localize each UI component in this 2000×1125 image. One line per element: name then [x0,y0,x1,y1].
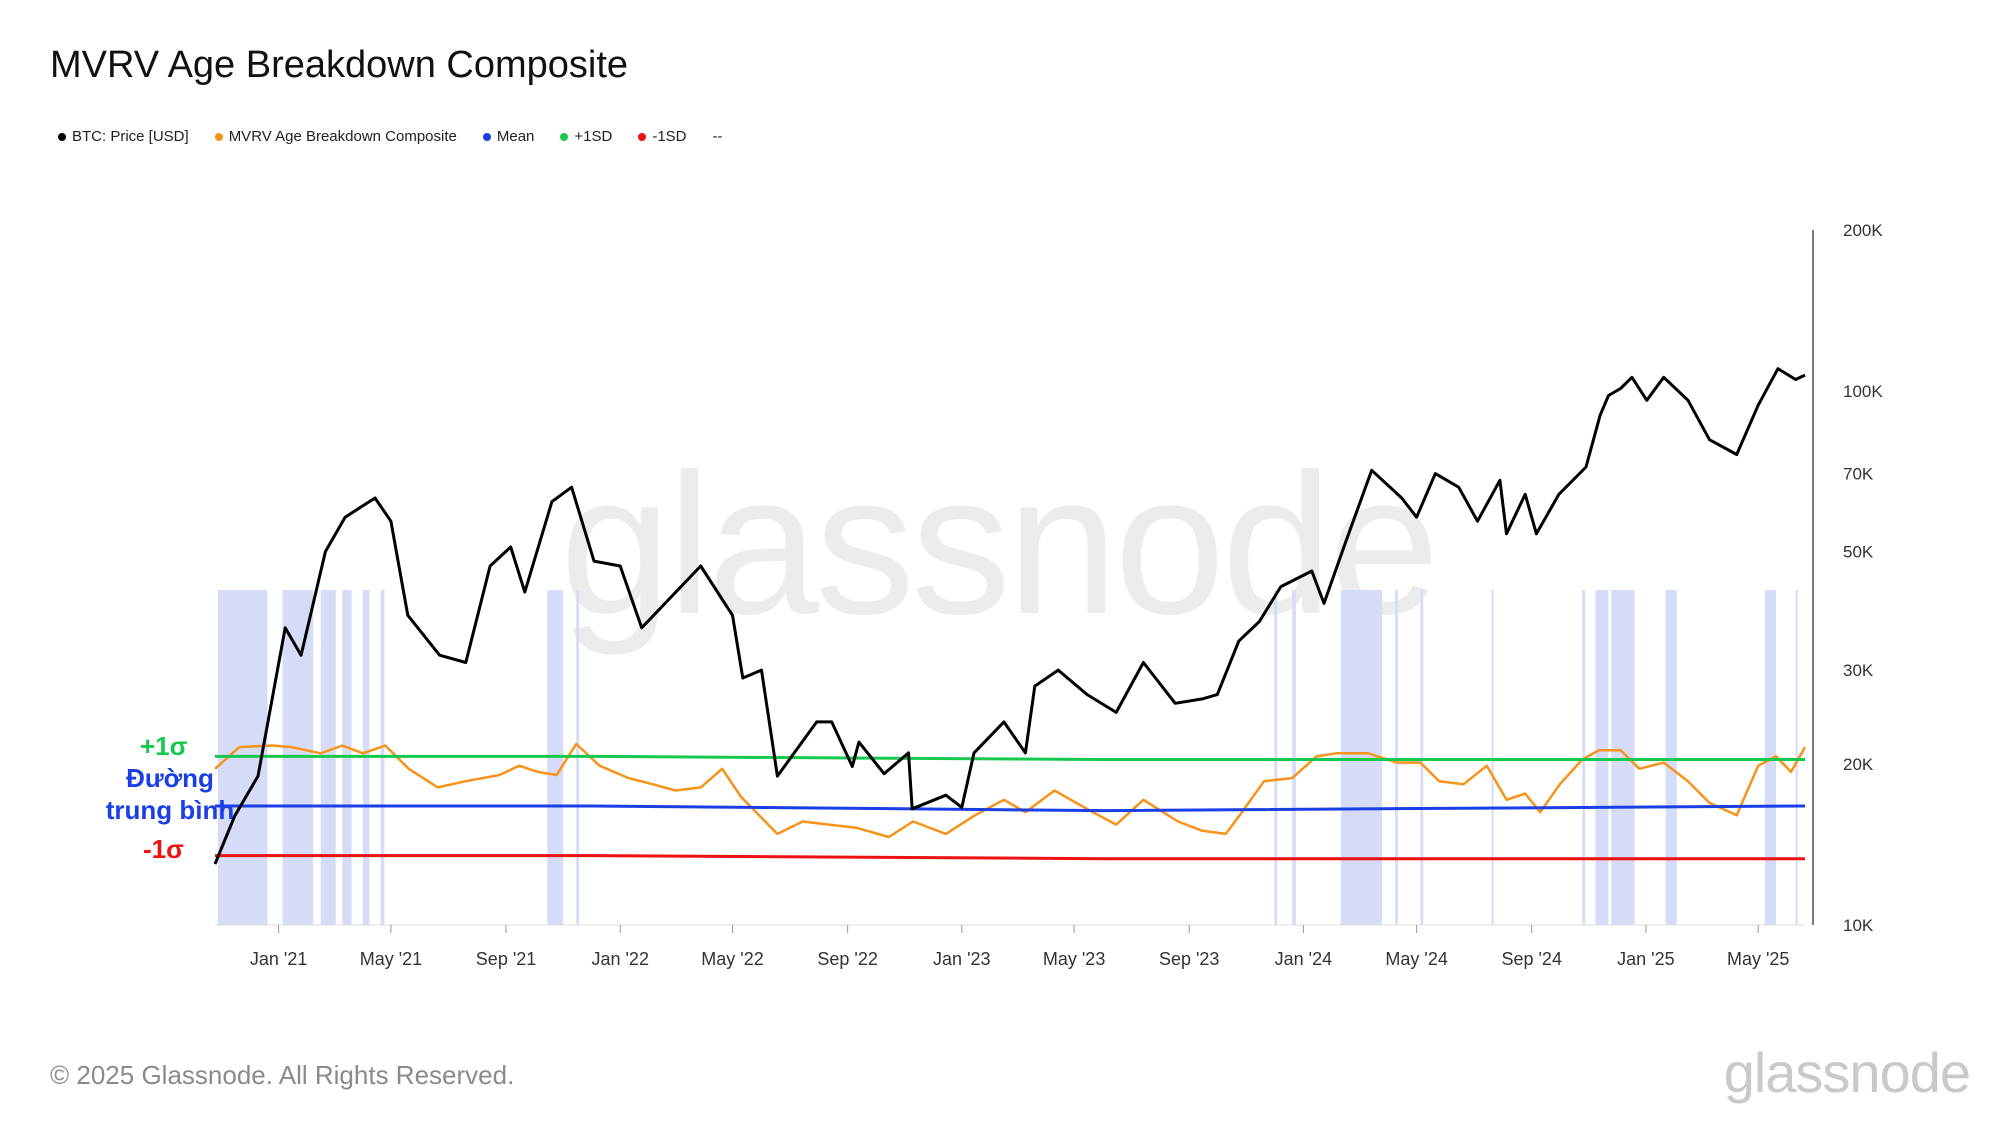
highlight-band [1340,590,1382,925]
x-tick-label: Jan '21 [250,949,307,969]
highlight-band [1420,590,1424,925]
highlight-band [1595,590,1609,925]
x-tick-label: May '21 [360,949,422,969]
legend-item-minus-sd[interactable]: -1SD [638,128,687,145]
minus-sd-annotation: -1σ [143,834,184,864]
chart-title: MVRV Age Breakdown Composite [50,44,629,86]
brand-logo: glassnode [1723,1041,1971,1104]
legend-dot [58,132,66,141]
y-tick-label: 70K [1843,465,1874,484]
x-tick-label: May '22 [701,949,763,969]
y-tick-label: 20K [1843,755,1874,774]
y-tick-label: 30K [1843,661,1874,680]
highlight-band [1491,590,1494,925]
legend-dot [560,132,569,141]
y-tick-label: 10K [1843,916,1874,935]
y-tick-label: 100K [1843,382,1883,401]
highlight-band [1764,590,1776,925]
x-tick-label: Jan '22 [591,949,648,969]
x-tick-label: Jan '23 [933,949,990,969]
series-lines [213,367,1807,865]
series-line-mean [215,804,1806,813]
x-tick-label: May '23 [1043,949,1105,969]
x-axis: Jan '21 May '21 Sep '21 Jan '22 May '22 Sep '… [215,924,1805,969]
mean-annotation: Đường trung bình [105,763,235,825]
legend-dot [638,132,647,141]
x-tick-label: May '24 [1385,949,1447,969]
series-line--1sd [215,754,1805,761]
legend-item-mean[interactable]: Mean [482,128,535,145]
x-tick-label: Jan '25 [1617,949,1674,969]
legend-item-price[interactable]: BTC: Price [USD] [58,128,189,145]
copyright-footer: © 2025 Glassnode. All Rights Reserved. [50,1060,515,1090]
x-tick-label: Sep '22 [817,949,878,969]
legend-label: MVRV Age Breakdown Composite [228,128,457,145]
y-axis: 10K 20K 30K 50K 70K 100K 200K [1812,221,1883,935]
x-tick-label: Sep '24 [1501,949,1562,969]
legend-dot [482,132,491,141]
highlight-band [1274,590,1278,925]
x-tick-label: Jan '24 [1275,949,1332,969]
series-line-btc-price-usd- [213,367,1806,865]
y-tick-label: 200K [1843,221,1883,240]
highlight-band [1665,590,1677,925]
legend-label: -- [712,128,723,145]
highlight-band [1795,590,1798,925]
highlight-band [1292,590,1296,925]
legend-item-extra[interactable]: -- [713,128,723,145]
legend-label: BTC: Price [USD] [72,128,189,145]
legend-label: +1SD [574,128,613,145]
legend-label: Mean [496,128,535,145]
y-tick-label: 50K [1843,543,1874,562]
x-tick-label: Sep '23 [1159,949,1220,969]
legend-item-mvrv[interactable]: MVRV Age Breakdown Composite [214,128,457,145]
legend: BTC: Price [USD] MVRV Age Breakdown Comp… [58,128,723,145]
x-tick-label: May '25 [1727,949,1789,969]
highlight-band [1611,590,1635,925]
legend-item-plus-sd[interactable]: +1SD [560,128,612,145]
legend-label: -1SD [652,128,687,145]
highlight-band [1395,590,1398,925]
series-line--1sd [215,854,1805,861]
x-tick-label: Sep '21 [476,949,537,969]
plus-sd-annotation: +1σ [140,731,188,761]
legend-dot [214,132,223,141]
